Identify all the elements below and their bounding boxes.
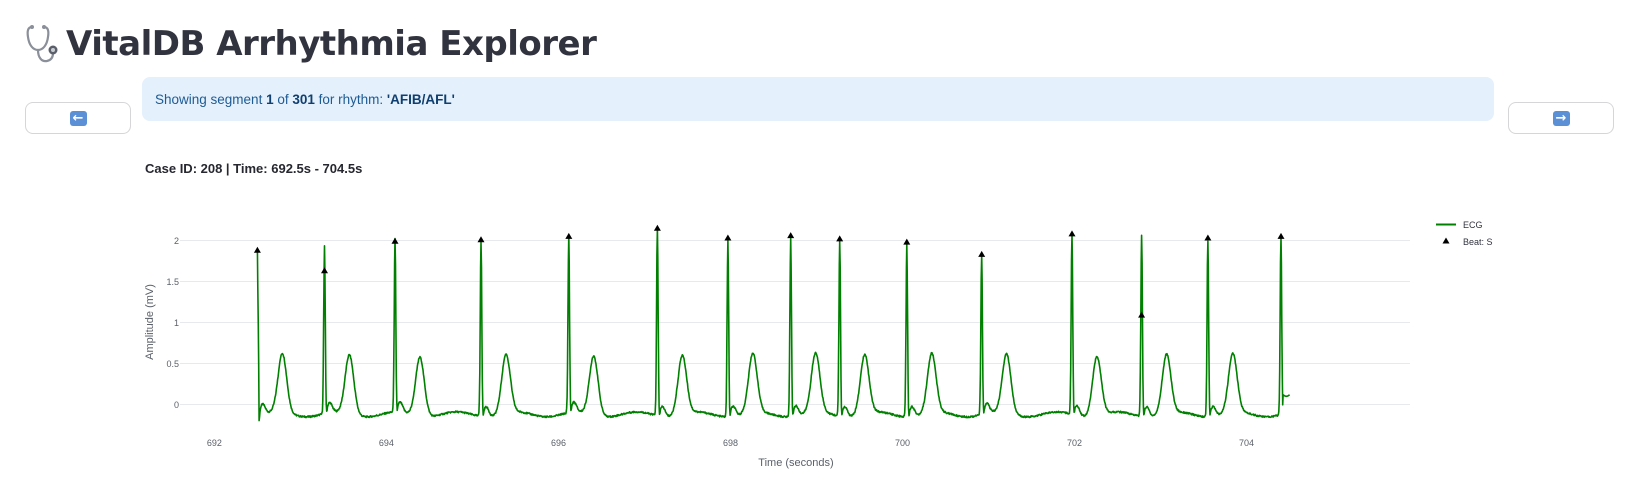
x-tick-label: 704 xyxy=(1239,438,1254,448)
rhythm-name: 'AFIB/AFL' xyxy=(386,91,455,107)
beat-marker[interactable] xyxy=(1138,311,1146,318)
beat-marker[interactable] xyxy=(836,235,844,242)
y-tick-label: 0.5 xyxy=(166,359,179,369)
beat-marker[interactable] xyxy=(565,232,573,239)
x-tick-label: 700 xyxy=(895,438,910,448)
y-tick-label: 1 xyxy=(174,318,179,328)
x-tick-label: 696 xyxy=(551,438,566,448)
previous-segment-button[interactable]: ← xyxy=(25,102,131,134)
legend-beat-swatch xyxy=(1442,237,1450,244)
info-rhythm-label: for rhythm: xyxy=(314,91,387,107)
beat-marker[interactable] xyxy=(978,250,986,257)
right-arrow-icon: → xyxy=(1552,110,1570,126)
beat-marker[interactable] xyxy=(653,224,661,231)
info-prefix: Showing segment xyxy=(155,91,267,107)
segment-number: 1 xyxy=(266,91,274,107)
ecg-trace xyxy=(256,228,1291,422)
segment-total: 301 xyxy=(292,91,315,107)
page-title: VitalDB Arrhythmia Explorer xyxy=(66,24,597,64)
beat-marker[interactable] xyxy=(787,232,795,239)
beat-marker[interactable] xyxy=(391,237,399,244)
beat-marker[interactable] xyxy=(477,236,485,243)
y-axis-label: Amplitude (mV) xyxy=(144,284,156,360)
beat-marker[interactable] xyxy=(253,246,261,253)
x-tick-label: 698 xyxy=(723,438,738,448)
y-tick-label: 0 xyxy=(174,400,179,410)
beat-marker[interactable] xyxy=(1068,230,1076,237)
title-row: VitalDB Arrhythmia Explorer xyxy=(24,20,597,68)
legend-ecg-label: ECG xyxy=(1463,220,1483,230)
info-of: of xyxy=(273,91,293,107)
beat-marker[interactable] xyxy=(903,238,911,245)
beat-marker[interactable] xyxy=(1277,232,1285,239)
chart-header: Case ID: 208 | Time: 692.5s - 704.5s xyxy=(145,161,363,176)
beat-marker[interactable] xyxy=(321,267,328,274)
left-arrow-icon: ← xyxy=(69,110,87,126)
beat-marker[interactable] xyxy=(1204,234,1212,241)
y-tick-label: 2 xyxy=(174,236,179,246)
legend-beat-label: Beat: S xyxy=(1463,237,1493,247)
x-tick-label: 702 xyxy=(1067,438,1082,448)
segment-info-text: Showing segment 1 of 301 for rhythm: 'AF… xyxy=(155,92,455,107)
x-tick-label: 694 xyxy=(379,438,394,448)
stethoscope-icon xyxy=(26,25,58,63)
beat-marker[interactable] xyxy=(724,234,732,241)
segment-info-box: Showing segment 1 of 301 for rhythm: 'AF… xyxy=(142,77,1494,121)
x-axis-label: Time (seconds) xyxy=(758,457,833,469)
x-tick-label: 692 xyxy=(207,438,222,448)
chart-legend[interactable]: ECG Beat: S xyxy=(1436,220,1493,247)
next-segment-button[interactable]: → xyxy=(1508,102,1614,134)
y-tick-label: 1.5 xyxy=(166,277,179,287)
